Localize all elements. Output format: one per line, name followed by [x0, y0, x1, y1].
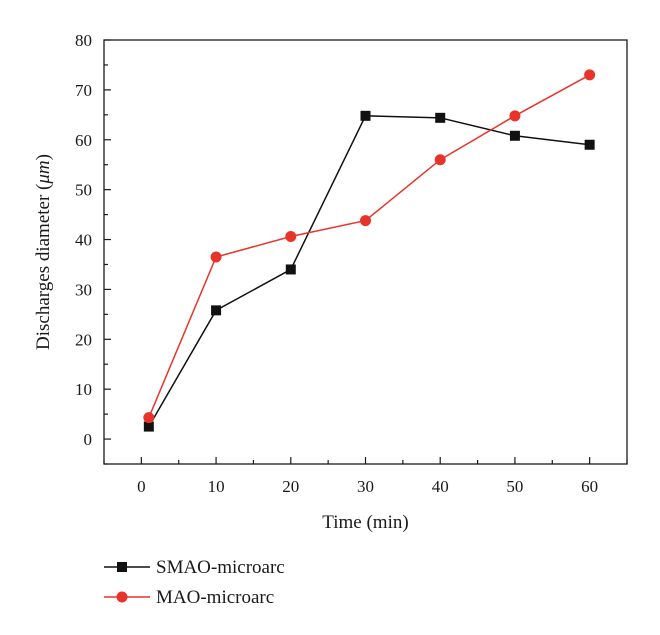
- data-point: [509, 130, 520, 141]
- y-axis-title-unit: μm: [33, 160, 54, 184]
- series-layer: [143, 69, 596, 432]
- y-axis-title: Discharges diameter (μm): [33, 154, 54, 350]
- x-tick-label: 0: [137, 477, 146, 496]
- y-tick-label: 60: [75, 131, 92, 150]
- series-line: [148, 115, 590, 427]
- legend-label: SMAO-microarc: [156, 557, 285, 578]
- data-point: [360, 215, 371, 227]
- data-point: [584, 139, 595, 150]
- y-tick-label: 40: [75, 231, 92, 250]
- legend-marker: [117, 562, 127, 572]
- data-point: [509, 110, 521, 122]
- legend-entry: MAO-microarc: [104, 587, 274, 608]
- y-tick-label: 80: [75, 31, 92, 50]
- series-line: [148, 74, 591, 418]
- x-tick-label: 10: [208, 477, 225, 496]
- y-tick-label: 50: [75, 181, 92, 200]
- axes: 0 10 20 30 40 50 60 0 10 20 30 40 50 60 70 80: [75, 31, 628, 496]
- x-tick-label: 30: [357, 477, 374, 496]
- series-MAO-microarc: [143, 69, 596, 424]
- legend: SMAO-microarc MAO-microarc: [104, 557, 285, 608]
- y-axis-title-close: ): [33, 154, 54, 160]
- data-point: [210, 251, 222, 263]
- plot-frame: [103, 39, 628, 465]
- x-tick-label: 20: [282, 477, 299, 496]
- data-point: [435, 112, 446, 123]
- data-point: [584, 69, 596, 81]
- y-tick-label: 70: [75, 81, 92, 100]
- data-point: [285, 231, 297, 243]
- legend-marker: [116, 591, 128, 603]
- series-SMAO-microarc: [143, 110, 595, 432]
- data-point: [143, 412, 155, 424]
- y-tick-label: 30: [75, 280, 92, 299]
- y-tick-label: 20: [75, 330, 92, 349]
- y-tick-label: 0: [84, 430, 93, 449]
- x-tick-label: 50: [506, 477, 523, 496]
- x-axis-title: Time (min): [322, 512, 408, 533]
- x-tick-label: 40: [432, 477, 449, 496]
- x-tick-label: 60: [581, 477, 598, 496]
- y-axis-title-main: Discharges diameter (: [33, 184, 54, 350]
- legend-label: MAO-microarc: [156, 587, 274, 608]
- data-point: [211, 305, 222, 316]
- data-point: [434, 154, 446, 166]
- data-point: [360, 110, 371, 121]
- data-point: [143, 421, 154, 432]
- legend-entry: SMAO-microarc: [104, 557, 285, 578]
- y-tick-label: 10: [75, 380, 92, 399]
- data-point: [285, 264, 296, 275]
